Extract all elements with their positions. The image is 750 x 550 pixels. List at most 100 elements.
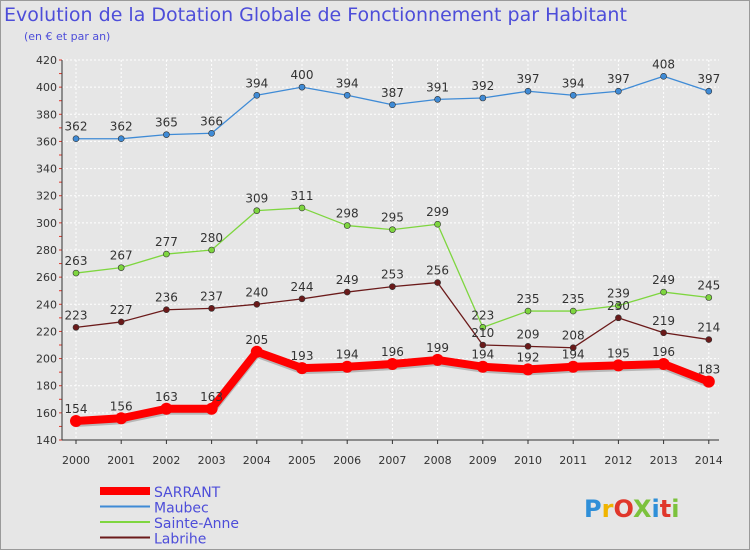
data-point <box>615 302 622 309</box>
data-label: 263 <box>65 254 88 268</box>
data-point <box>72 324 80 331</box>
data-point <box>479 341 487 349</box>
logo-letter: i <box>671 495 679 523</box>
x-tick-label: 2001 <box>107 454 135 467</box>
y-tick-label: 380 <box>36 108 57 121</box>
x-tick-label: 2002 <box>152 454 180 467</box>
data-label: 249 <box>652 273 675 287</box>
data-point <box>434 279 441 286</box>
y-tick-label: 360 <box>36 135 57 148</box>
logo-letter: X <box>633 495 652 523</box>
data-point <box>524 343 532 350</box>
data-label: 366 <box>200 114 223 128</box>
data-label: 240 <box>245 285 268 299</box>
data-label: 183 <box>697 363 720 377</box>
data-point <box>163 250 170 258</box>
logo-letter: i <box>652 495 660 523</box>
data-label: 391 <box>426 80 449 94</box>
data-label: 408 <box>652 57 675 71</box>
data-label: 253 <box>381 268 404 282</box>
data-label: 196 <box>381 345 404 359</box>
data-point <box>253 300 261 308</box>
data-point <box>163 131 170 138</box>
data-point <box>72 269 80 277</box>
y-tick-label: 300 <box>36 217 57 230</box>
data-label: 205 <box>245 333 268 347</box>
data-label: 199 <box>426 341 449 355</box>
proxiti-logo: PrOXiti <box>584 495 679 523</box>
data-label: 245 <box>697 279 720 293</box>
data-label: 365 <box>155 116 178 130</box>
data-point <box>615 87 622 95</box>
x-tick-label: 2007 <box>378 454 406 467</box>
data-point <box>389 101 396 109</box>
data-point <box>208 305 215 312</box>
data-label: 311 <box>291 189 314 203</box>
data-point <box>660 329 667 337</box>
data-label: 299 <box>426 205 449 219</box>
data-point <box>250 345 263 358</box>
data-point <box>298 83 306 91</box>
data-point <box>705 87 713 95</box>
data-label: 219 <box>652 314 675 328</box>
data-label: 210 <box>471 326 494 340</box>
data-label: 214 <box>697 321 720 335</box>
data-point <box>389 226 396 233</box>
data-point <box>479 94 487 102</box>
data-point <box>160 402 173 415</box>
data-label: 298 <box>336 207 359 221</box>
data-label: 280 <box>200 231 223 245</box>
x-tick-label: 2014 <box>695 454 723 467</box>
data-label: 400 <box>291 68 314 82</box>
y-tick-label: 200 <box>36 353 57 366</box>
data-point <box>163 306 170 314</box>
y-tick-label: 280 <box>36 244 57 257</box>
y-tick-label: 180 <box>36 380 57 393</box>
legend-label: SARRANT <box>154 485 221 501</box>
x-tick-label: 2005 <box>288 454 316 467</box>
data-label: 397 <box>517 72 540 86</box>
data-label: 193 <box>291 349 314 363</box>
data-point <box>569 307 577 315</box>
data-point <box>117 264 125 271</box>
data-label: 209 <box>517 327 540 341</box>
x-tick-label: 2008 <box>424 454 452 467</box>
legend-label: Labrihe <box>154 532 206 548</box>
data-point <box>569 91 577 99</box>
data-point <box>434 220 441 228</box>
y-tick-label: 240 <box>36 298 57 311</box>
data-label: 156 <box>110 399 133 413</box>
legend-label: Maubec <box>154 501 209 517</box>
x-tick-label: 2010 <box>514 454 542 467</box>
data-label: 237 <box>200 289 223 303</box>
data-label: 223 <box>471 308 494 322</box>
data-label: 208 <box>562 329 585 343</box>
data-label: 163 <box>200 390 223 404</box>
chart-subtitle: (en € et par an) <box>24 30 110 43</box>
data-label: 387 <box>381 86 404 100</box>
data-label: 196 <box>652 345 675 359</box>
data-point <box>660 288 667 296</box>
data-label: 362 <box>110 120 133 134</box>
y-tick-label: 260 <box>36 271 57 284</box>
data-point <box>657 358 670 370</box>
data-label: 309 <box>245 192 268 206</box>
data-label: 394 <box>245 76 268 90</box>
x-tick-label: 2004 <box>243 454 271 467</box>
data-point <box>117 318 125 326</box>
data-label: 235 <box>562 292 585 306</box>
data-label: 397 <box>697 72 720 86</box>
data-point <box>343 288 351 296</box>
data-label: 235 <box>517 292 540 306</box>
data-labels: 154 156 163 163 205 193 194 196 199 194 192 194 195 1… <box>65 57 721 416</box>
data-point <box>208 129 215 137</box>
x-tick-label: 2009 <box>469 454 497 467</box>
data-label: 394 <box>336 76 359 90</box>
data-label: 194 <box>336 348 359 362</box>
logo-letter: O <box>613 495 633 523</box>
x-tick-label: 2011 <box>559 454 587 467</box>
data-label: 194 <box>471 348 494 362</box>
data-point <box>522 363 534 376</box>
